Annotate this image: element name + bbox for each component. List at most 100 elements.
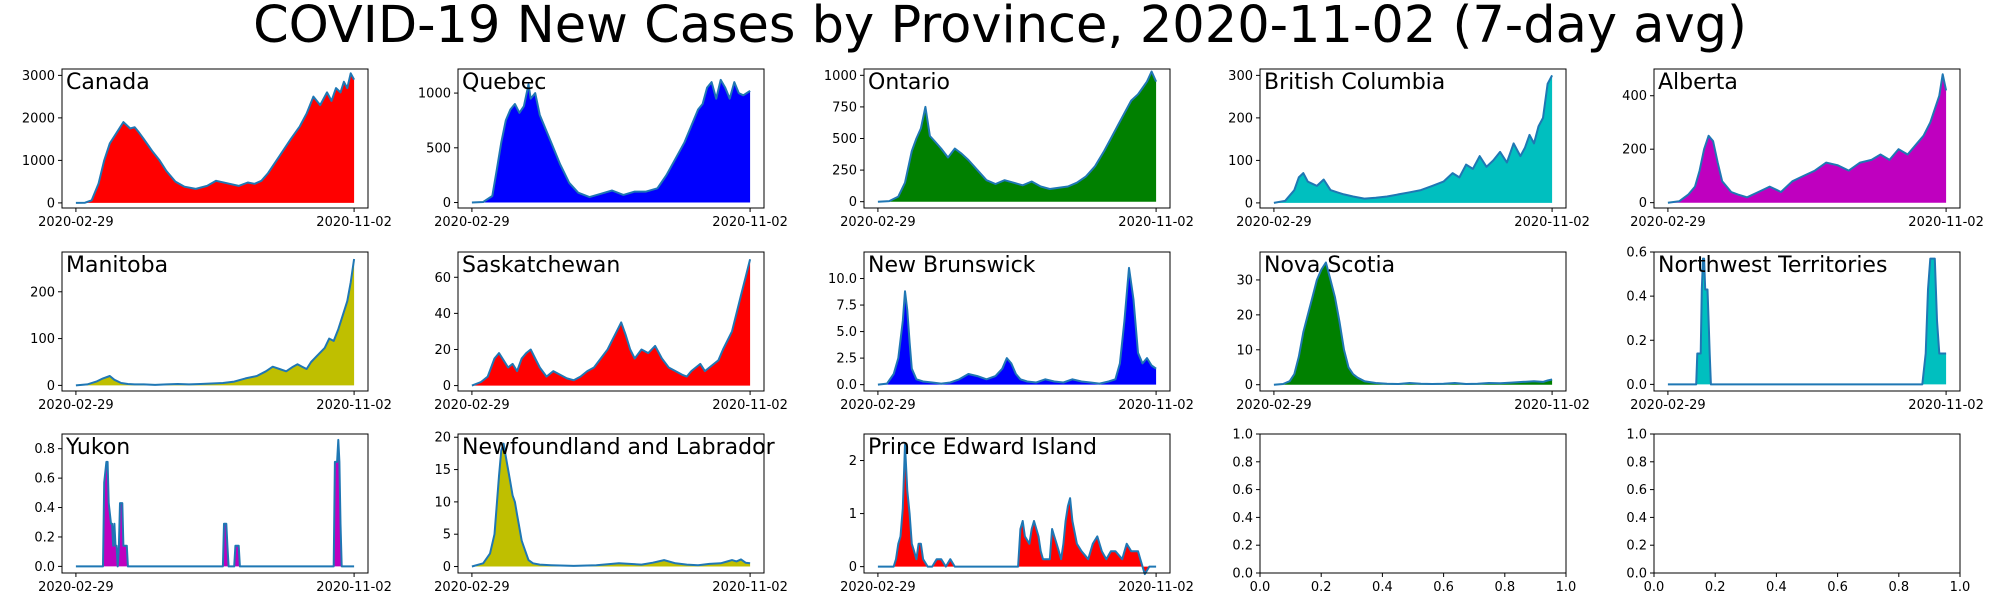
y-tick-label: 60 (434, 271, 451, 286)
x-tick-label: 2020-02-29 (434, 398, 510, 413)
y-tick-label: 0 (849, 195, 857, 210)
series-line (75, 438, 355, 568)
y-tick-label: 0.0 (34, 560, 55, 575)
panel-new-brunswick: 0.0 2.5 5.0 7.5 10.0 2020-02-29 2020-11-02 New … (828, 251, 1194, 413)
x-tick-label: 1.0 (1950, 580, 1971, 595)
y-tick-label: 0.2 (1626, 334, 1647, 349)
y-tick-label: 0.4 (1626, 511, 1647, 526)
axes-frame (457, 251, 765, 392)
x-tick-label: 2020-02-29 (434, 215, 510, 230)
panel-title: Yukon (65, 435, 130, 460)
x-tick-label: 2020-11-02 (1514, 398, 1590, 413)
x-tick-label: 0.6 (1827, 580, 1848, 595)
figure-title: COVID-19 New Cases by Province, 2020-11-… (253, 0, 1747, 55)
y-tick-label: 100 (1228, 154, 1253, 169)
x-tick-label: 2020-11-02 (316, 398, 392, 413)
series-line (1667, 73, 1948, 204)
y-tick-label: 0 (443, 560, 451, 575)
x-tick-label: 2020-11-02 (316, 580, 392, 595)
x-tick-label: 2020-11-02 (712, 580, 788, 595)
panel-alberta: 0 200 400 2020-02-29 2020-11-02 Alberta (1622, 68, 1984, 230)
series-line (877, 443, 1157, 576)
panel-title: New Brunswick (868, 253, 1036, 278)
x-tick-label: 2020-02-29 (434, 580, 510, 595)
x-tick-label: 2020-11-02 (316, 215, 392, 230)
axes-frame (61, 251, 369, 392)
panel-empty-14: 0.0 0.2 0.4 0.6 0.8 1.0 0.0 0.2 0.4 0.6 0.8 1.0 (1626, 428, 1970, 596)
axes-frame (1653, 251, 1961, 392)
y-tick-label: 2 (849, 454, 857, 469)
y-tick-label: 200 (1622, 143, 1647, 158)
panel-ontario: 0 250 500 750 1000 2020-02-29 2020-11-02 Ontari… (824, 68, 1194, 230)
panel-title: Ontario (868, 70, 950, 95)
panel-title: Nova Scotia (1264, 253, 1395, 278)
y-tick-label: 5 (443, 528, 451, 543)
y-tick-label: 15 (434, 463, 451, 478)
y-tick-label: 0.8 (34, 442, 55, 457)
y-tick-label: 30 (1236, 273, 1253, 288)
y-tick-label: 0.0 (836, 378, 857, 393)
area-fill (471, 259, 751, 386)
y-tick-label: 10 (1236, 343, 1253, 358)
y-tick-label: 10 (434, 495, 451, 510)
x-tick-label: 0.6 (1433, 580, 1454, 595)
y-tick-label: 0.0 (1232, 567, 1253, 582)
y-tick-label: 20 (434, 431, 451, 446)
panel-canada: 0 1000 2000 3000 2020-02-29 2020-11-02 Canada (22, 68, 392, 230)
axes-frame (1259, 251, 1567, 392)
y-tick-label: 200 (30, 285, 55, 300)
y-tick-label: 0 (47, 379, 55, 394)
y-tick-label: 400 (1622, 89, 1647, 104)
y-tick-label: 0.6 (1232, 483, 1253, 498)
y-tick-label: 0.0 (1626, 378, 1647, 393)
series-line (877, 266, 1157, 386)
panel-title: Canada (66, 70, 150, 95)
y-tick-label: 0 (47, 196, 55, 211)
y-tick-label: 0 (443, 196, 451, 211)
y-tick-label: 5.0 (836, 325, 857, 340)
y-tick-label: 1000 (22, 154, 55, 169)
series-line (877, 70, 1158, 203)
area-fill (1273, 75, 1553, 203)
axes-frame (457, 68, 765, 209)
axes-frame (1259, 433, 1567, 574)
y-tick-label: 1.0 (1232, 428, 1253, 443)
panel-yukon: 0.0 0.2 0.4 0.6 0.8 2020-02-29 2020-11-02 Yukon (34, 433, 392, 595)
axes-frame (457, 433, 765, 574)
panel-title: British Columbia (1264, 70, 1445, 95)
y-tick-label: 100 (30, 332, 55, 347)
panel-manitoba: 0 100 200 2020-02-29 2020-11-02 Manitoba (30, 251, 392, 413)
panel-empty-13: 0.0 0.2 0.4 0.6 0.8 1.0 0.0 0.2 0.4 0.6 0.8 1.0 (1232, 428, 1576, 596)
axes-frame (61, 433, 369, 574)
panel-quebec: 0 500 1000 2020-02-29 2020-11-02 Quebec (418, 68, 788, 230)
y-tick-label: 0 (849, 560, 857, 575)
area-fill (471, 443, 751, 567)
y-tick-label: 1 (849, 507, 857, 522)
axes-frame (1653, 68, 1961, 209)
x-tick-label: 2020-11-02 (1908, 398, 1984, 413)
axes-frame (863, 251, 1171, 392)
panel-british-columbia: 0 100 200 300 2020-02-29 2020-11-02 British Co… (1228, 68, 1590, 230)
y-tick-label: 10.0 (828, 272, 857, 287)
series-line (75, 258, 356, 387)
y-tick-label: 7.5 (836, 299, 857, 314)
panel-title: Newfoundland and Labrador (462, 435, 776, 460)
panel-title: Saskatchewan (462, 253, 620, 278)
area-fill (1667, 74, 1947, 203)
y-tick-label: 2000 (22, 111, 55, 126)
y-tick-label: 0 (443, 379, 451, 394)
y-tick-label: 0.4 (1626, 290, 1647, 305)
y-tick-label: 20 (434, 343, 451, 358)
y-tick-label: 0.6 (1626, 246, 1647, 261)
series-line (1273, 74, 1553, 204)
area-fill (877, 267, 1157, 385)
area-fill (75, 259, 355, 386)
series-line (1667, 257, 1947, 386)
panel-northwest-territories: 0.0 0.2 0.4 0.6 2020-02-29 2020-11-02 Northwes… (1626, 246, 1984, 414)
y-tick-label: 250 (832, 164, 857, 179)
y-tick-label: 0.2 (1232, 539, 1253, 554)
x-tick-label: 0.4 (1372, 580, 1393, 595)
x-tick-label: 0.8 (1494, 580, 1515, 595)
